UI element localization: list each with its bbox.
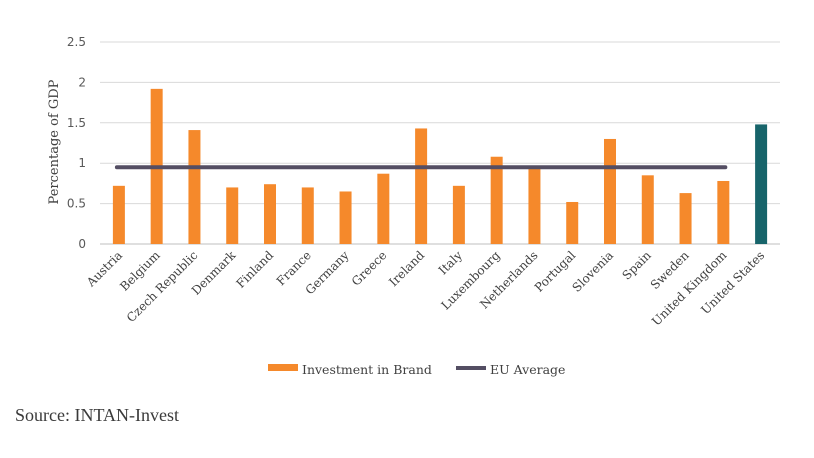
bar-slovenia xyxy=(604,138,616,244)
bar-czech-republic xyxy=(188,130,201,244)
y-tick-label: 0 xyxy=(78,237,86,251)
bar-portugal xyxy=(566,201,579,244)
bar-luxembourg xyxy=(490,156,503,244)
y-tick-label: 1.5 xyxy=(67,116,86,130)
x-tick-label: Greece xyxy=(349,248,390,289)
x-tick-label: Slovenia xyxy=(570,248,617,295)
bar-greece xyxy=(377,173,390,244)
source-note: Source: INTAN-Invest xyxy=(15,405,180,425)
bar-united-states xyxy=(755,124,768,244)
x-tick-label: Ireland xyxy=(386,248,427,289)
y-tick-label: 2 xyxy=(78,75,86,89)
y-axis-label: Percentage of GDP xyxy=(47,79,62,204)
bar-spain xyxy=(641,175,654,244)
x-tick-label: Spain xyxy=(620,248,655,283)
bar-netherlands xyxy=(528,168,541,244)
legend-swatch-eu-average xyxy=(456,366,486,370)
y-tick-label: 1 xyxy=(78,156,86,170)
legend-label-investment: Investment in Brand xyxy=(302,362,432,377)
y-axis-ticks: 0 0.5 1 1.5 2 2.5 xyxy=(67,35,86,251)
x-tick-label: Finland xyxy=(233,248,276,291)
legend-swatch-investment xyxy=(268,364,298,371)
bar-italy xyxy=(452,185,465,244)
bars xyxy=(112,88,768,244)
bar-austria xyxy=(112,185,125,244)
gridlines xyxy=(100,41,780,245)
bar-finland xyxy=(264,184,276,244)
bar-france xyxy=(301,187,314,244)
bar-united-kingdom xyxy=(717,180,730,244)
bar-germany xyxy=(339,191,352,244)
bar-denmark xyxy=(226,187,239,244)
legend: Investment in Brand EU Average xyxy=(268,362,565,377)
bar-ireland xyxy=(415,128,428,244)
y-tick-label: 2.5 xyxy=(67,35,86,49)
bar-sweden xyxy=(679,193,692,244)
y-tick-label: 0.5 xyxy=(67,197,86,211)
x-tick-label: Italy xyxy=(436,248,465,277)
legend-label-eu-average: EU Average xyxy=(490,362,565,377)
